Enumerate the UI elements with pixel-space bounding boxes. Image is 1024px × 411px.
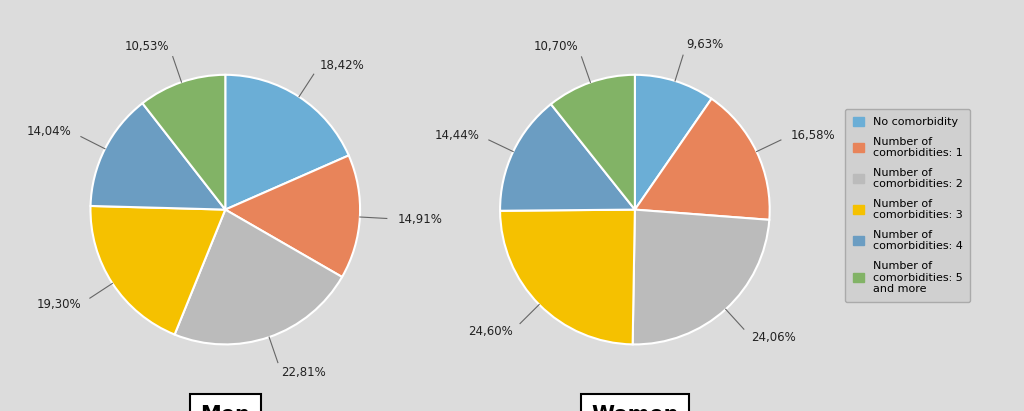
Legend: No comorbidity, Number of
comorbidities: 1, Number of
comorbidities: 2, Number o: No comorbidity, Number of comorbidities:… — [845, 109, 970, 302]
Text: 14,04%: 14,04% — [27, 125, 72, 138]
Text: 10,53%: 10,53% — [125, 40, 169, 53]
Wedge shape — [635, 99, 770, 220]
Text: 10,70%: 10,70% — [534, 40, 578, 53]
Text: 24,60%: 24,60% — [468, 325, 512, 337]
Text: 19,30%: 19,30% — [36, 298, 81, 311]
Wedge shape — [90, 206, 225, 335]
Wedge shape — [635, 75, 712, 210]
Wedge shape — [225, 155, 360, 277]
Text: 14,44%: 14,44% — [434, 129, 479, 142]
Text: 16,58%: 16,58% — [791, 129, 836, 142]
Text: Women: Women — [591, 404, 679, 411]
Wedge shape — [225, 75, 349, 210]
Text: 9,63%: 9,63% — [686, 38, 724, 51]
Wedge shape — [175, 210, 342, 344]
Wedge shape — [500, 104, 635, 211]
Text: 22,81%: 22,81% — [282, 366, 326, 379]
Wedge shape — [633, 210, 769, 344]
Text: Men: Men — [201, 404, 250, 411]
Text: 14,91%: 14,91% — [397, 212, 442, 226]
Wedge shape — [500, 210, 635, 344]
Wedge shape — [90, 103, 225, 210]
Text: 24,06%: 24,06% — [752, 330, 796, 344]
Wedge shape — [142, 75, 225, 210]
Text: 18,42%: 18,42% — [319, 59, 365, 72]
Wedge shape — [551, 75, 635, 210]
